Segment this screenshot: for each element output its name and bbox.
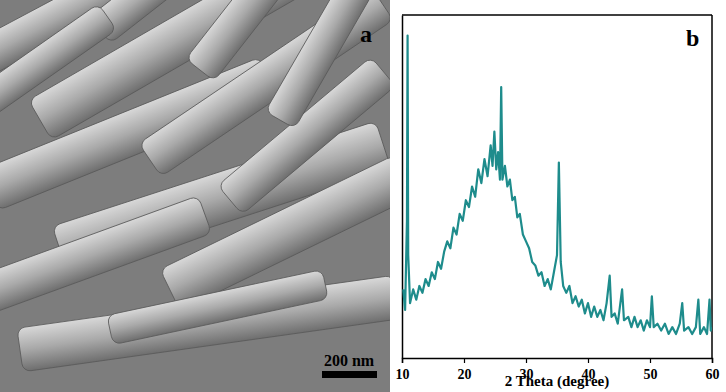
xrd-line bbox=[403, 36, 712, 334]
x-tick: 50 bbox=[644, 358, 658, 382]
x-tick-mark bbox=[526, 358, 527, 363]
x-tick-mark bbox=[402, 358, 403, 363]
x-tick-label: 10 bbox=[396, 367, 410, 382]
xrd-panel: 1020304050602 Theta (degree)b bbox=[396, 15, 720, 390]
plot-area bbox=[403, 36, 712, 334]
sem-panel: a 200 nm bbox=[0, 0, 414, 392]
panel-label: b bbox=[686, 25, 699, 51]
x-tick-label: 50 bbox=[644, 367, 658, 382]
y-axis bbox=[402, 16, 403, 359]
x-tick-mark bbox=[712, 358, 713, 363]
nanorod bbox=[107, 270, 328, 345]
x-axis-title: 2 Theta (degree) bbox=[505, 373, 609, 390]
x-tick: 10 bbox=[396, 358, 410, 382]
scale-bar-label: 200 nm bbox=[324, 352, 375, 369]
x-tick-mark bbox=[650, 358, 651, 363]
scale-bar bbox=[322, 371, 377, 378]
x-tick: 20 bbox=[458, 358, 472, 382]
y-axis-line bbox=[402, 16, 404, 359]
nanorod bbox=[0, 4, 117, 133]
x-tick-mark bbox=[464, 358, 465, 363]
frame-right bbox=[711, 15, 713, 358]
x-tick: 60 bbox=[706, 358, 720, 382]
x-axis-line bbox=[403, 359, 713, 364]
x-tick-label: 60 bbox=[706, 367, 720, 382]
frame-top bbox=[402, 14, 712, 16]
sem-image bbox=[0, 0, 390, 392]
x-tick-mark bbox=[588, 358, 589, 363]
panel-label: a bbox=[360, 21, 372, 47]
x-tick-label: 20 bbox=[458, 367, 472, 382]
nanorod bbox=[265, 0, 374, 128]
nanorod bbox=[90, 0, 308, 43]
